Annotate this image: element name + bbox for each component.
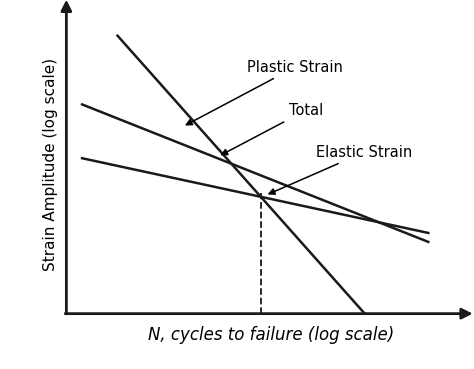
- Text: Strain Amplitude (log scale): Strain Amplitude (log scale): [43, 58, 58, 271]
- Text: Plastic Strain: Plastic Strain: [186, 59, 343, 125]
- Text: Total: Total: [222, 103, 323, 155]
- Text: Elastic Strain: Elastic Strain: [269, 145, 412, 194]
- Text: N, cycles to failure (log scale): N, cycles to failure (log scale): [148, 325, 394, 344]
